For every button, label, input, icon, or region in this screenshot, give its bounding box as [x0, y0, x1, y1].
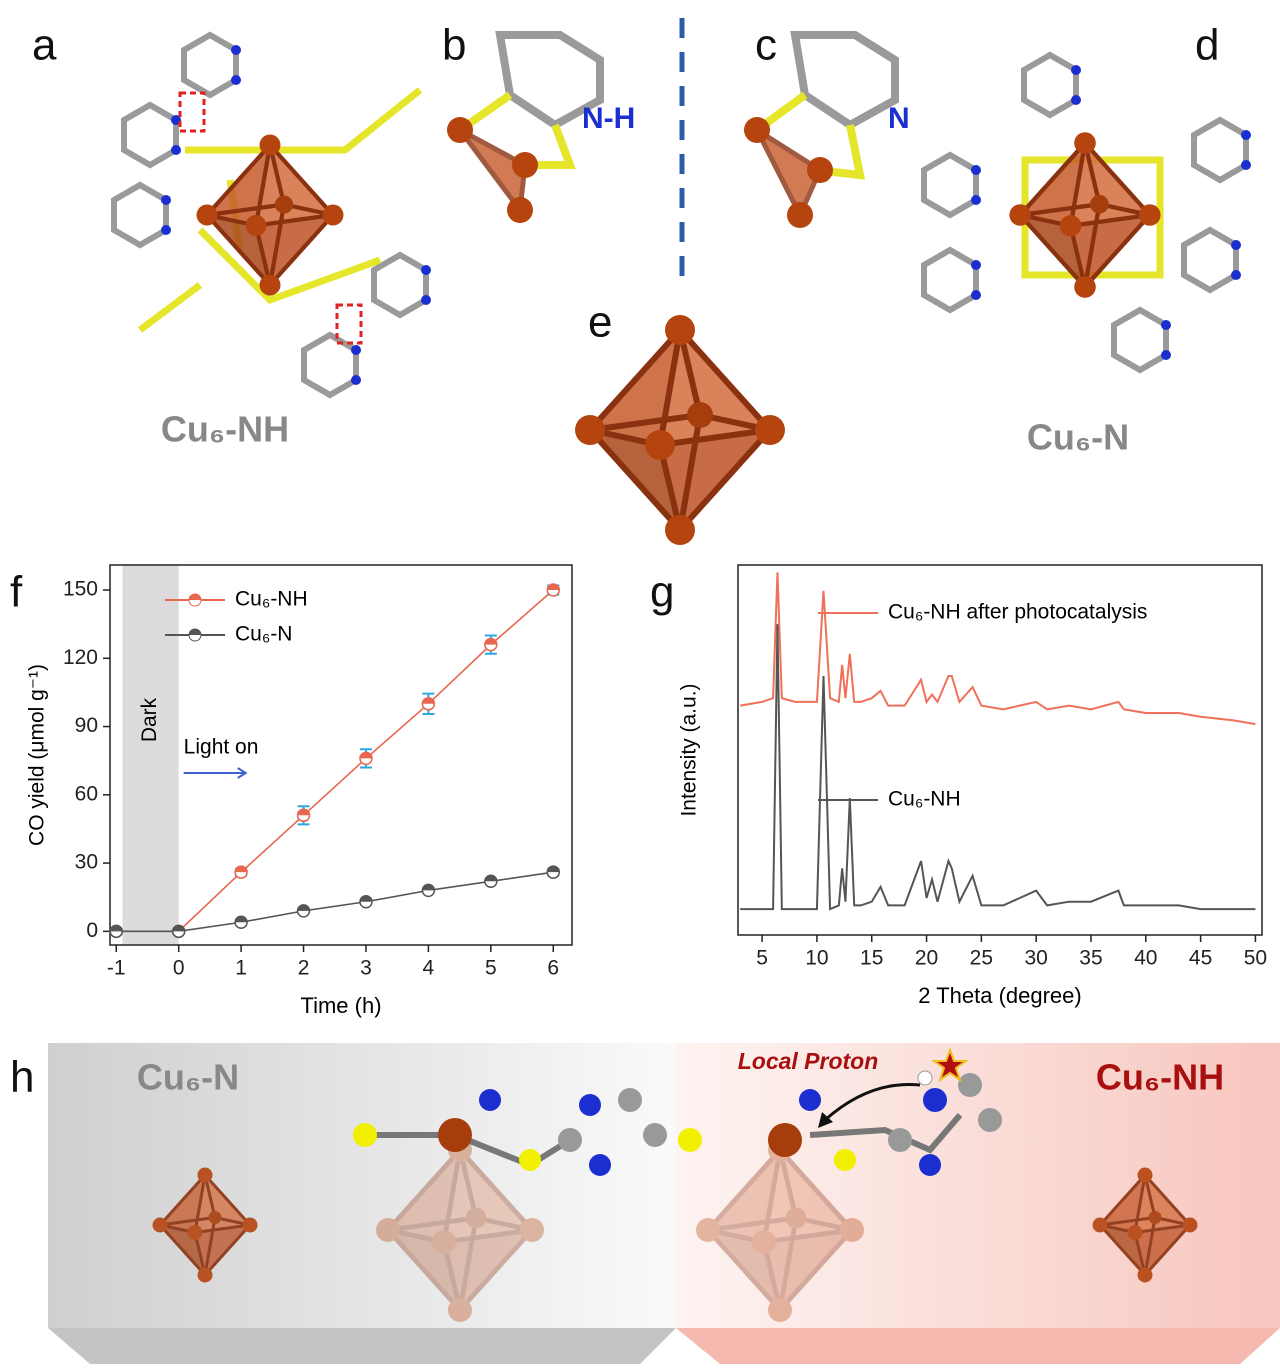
y-tick-label: 0: [86, 919, 98, 942]
x-tick-label: 20: [915, 947, 938, 970]
x-tick-label: 6: [547, 957, 559, 980]
octahedron-e: [575, 315, 785, 545]
x-tick-label: 15: [860, 947, 883, 970]
y-tick-label: 90: [75, 714, 98, 737]
x-tick-label: 45: [1189, 947, 1212, 970]
panel-label: h: [10, 1053, 34, 1102]
legend-marker-half: [189, 629, 201, 635]
panel-label: f: [10, 568, 23, 617]
legend-label: Cu₆-N: [235, 623, 292, 646]
y-tick-label: 150: [63, 578, 98, 601]
x-tick-label: 5: [485, 957, 497, 980]
x-tick-label: 1: [235, 957, 247, 980]
x-tick-label: -1: [107, 957, 126, 980]
legend-marker-half: [189, 594, 201, 600]
annotation-arrow: [184, 768, 246, 778]
panel-labels: a b c d e f g h Cu₆-NH N-H N Cu₆-N Cu₆-N…: [10, 21, 1224, 1102]
panel-label: a: [32, 21, 57, 70]
plot-frame: [110, 565, 572, 945]
series-line: [740, 572, 1255, 724]
cluster-d: [924, 55, 1251, 370]
y-tick-label: 30: [75, 851, 98, 874]
y-tick-label: 60: [75, 782, 98, 805]
series-line: [740, 624, 1255, 909]
annotation: Light on: [184, 736, 259, 759]
x-tick-label: 5: [756, 947, 768, 970]
panel-label: c: [755, 21, 777, 70]
x-tick-label: 30: [1024, 947, 1047, 970]
page: a b c d e f g h Cu₆-NH N-H N Cu₆-N Cu₆-N…: [0, 0, 1280, 1369]
caption: Cu₆-NH: [161, 409, 289, 450]
y-axis-label: Intensity (a.u.): [678, 683, 701, 816]
legend-label: Cu₆-NH: [235, 588, 308, 611]
x-tick-label: 35: [1079, 947, 1102, 970]
caption: Cu₆-N: [137, 1057, 239, 1098]
x-tick-label: 3: [360, 957, 372, 980]
panel-label: d: [1195, 21, 1219, 70]
x-tick-label: 2: [298, 957, 310, 980]
caption: Cu₆-N: [1027, 417, 1129, 458]
annotation: Local Proton: [738, 1048, 879, 1074]
x-tick-label: 10: [805, 947, 828, 970]
atom-label: N: [888, 102, 910, 135]
figure: a b c d e f g h Cu₆-NH N-H N Cu₆-N Cu₆-N…: [0, 0, 1280, 1364]
x-tick-label: 4: [423, 957, 435, 980]
panel-label: g: [650, 568, 674, 617]
annotation: Dark: [138, 697, 161, 742]
y-tick-label: 120: [63, 646, 98, 669]
x-tick-label: 50: [1244, 947, 1267, 970]
legend-label: Cu₆-NH after photocatalysis: [888, 601, 1147, 624]
panel-label: e: [588, 298, 612, 347]
structures: [48, 18, 1280, 1364]
legend-label: Cu₆-NH: [888, 788, 961, 811]
x-tick-label: 0: [173, 957, 185, 980]
dark-region: [122, 565, 178, 945]
x-axis-label: 2 Theta (degree): [918, 983, 1081, 1008]
x-tick-label: 40: [1134, 947, 1157, 970]
fragment-b: [447, 35, 600, 223]
panel-label: b: [442, 21, 466, 70]
atom-label: N-H: [582, 102, 635, 135]
x-tick-label: 25: [970, 947, 993, 970]
y-axis-label: CO yield (μmol g⁻¹): [26, 664, 49, 846]
cluster-a: [114, 35, 431, 395]
x-axis-label: Time (h): [300, 993, 381, 1018]
caption: Cu₆-NH: [1096, 1057, 1224, 1098]
